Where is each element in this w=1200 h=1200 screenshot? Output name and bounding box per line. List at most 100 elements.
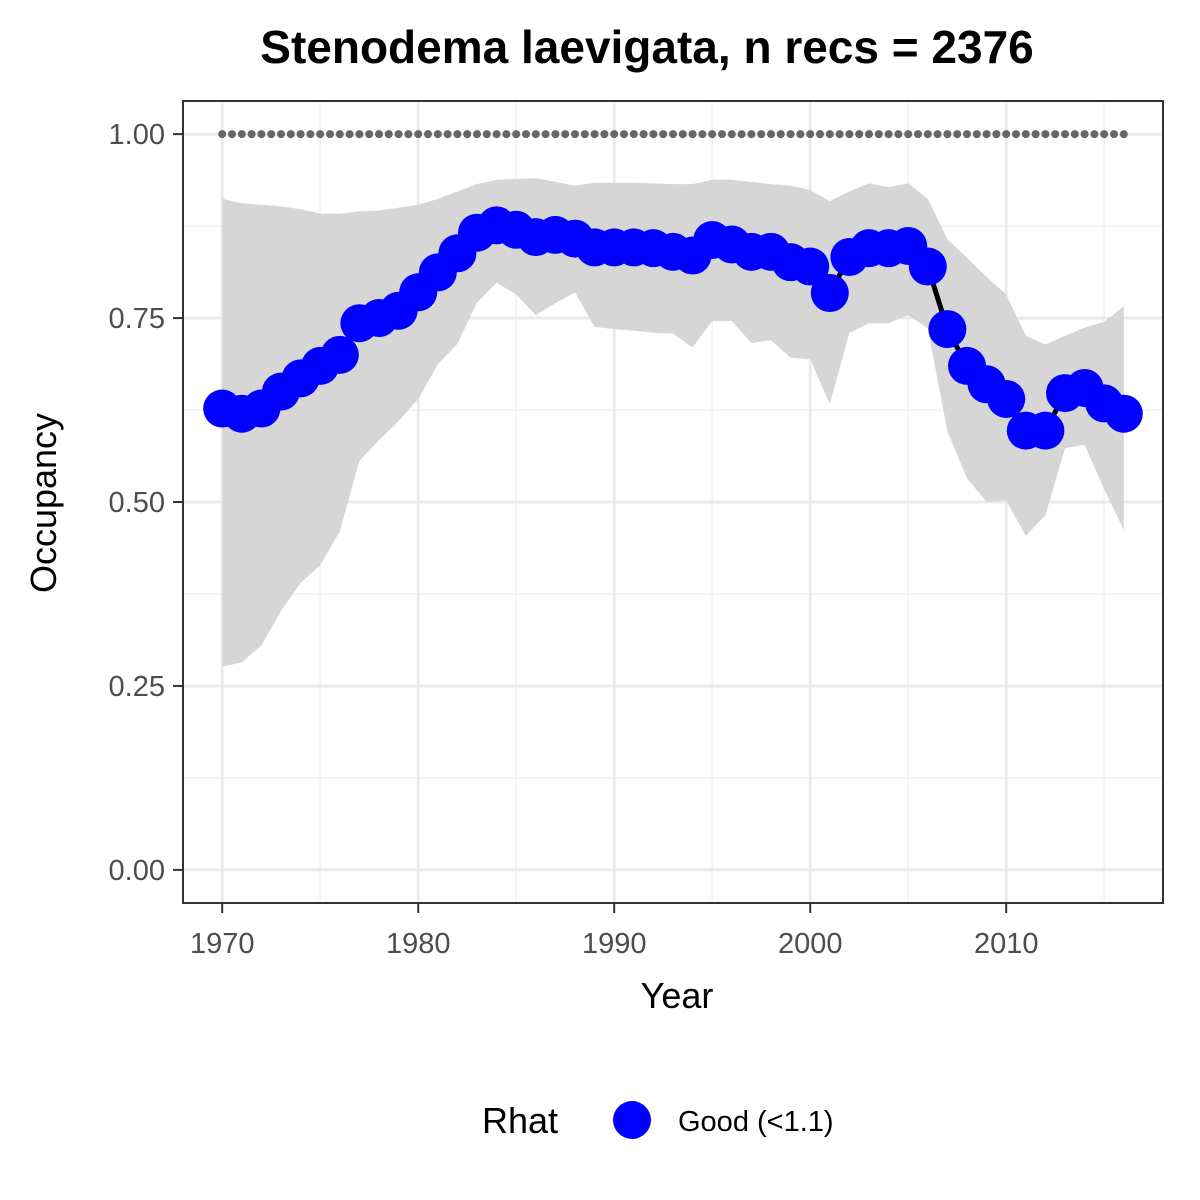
reference-dot xyxy=(698,130,707,139)
reference-dot xyxy=(1070,130,1079,139)
x-tick-label: 1980 xyxy=(386,928,451,960)
reference-dot xyxy=(590,130,599,139)
x-axis: 1970 1980 1990 2000 2010 xyxy=(190,903,1038,960)
reference-dot xyxy=(737,130,746,139)
reference-dot xyxy=(1002,130,1011,139)
reference-line xyxy=(218,130,1128,139)
chart-title: Stenodema laevigata, n recs = 2376 xyxy=(260,21,1033,73)
x-tick-label: 1990 xyxy=(582,928,647,960)
reference-dot xyxy=(1119,130,1128,139)
y-axis-title: Occupancy xyxy=(23,413,64,593)
reference-dot xyxy=(286,130,295,139)
reference-dot xyxy=(463,130,472,139)
reference-dot xyxy=(326,130,334,139)
reference-dot xyxy=(1061,130,1069,139)
reference-dot xyxy=(1110,130,1118,139)
reference-dot xyxy=(600,130,609,139)
reference-dot xyxy=(894,130,903,139)
reference-dot xyxy=(688,130,697,139)
reference-dot xyxy=(492,130,501,139)
reference-dot xyxy=(531,130,540,139)
y-tick-label: 0.00 xyxy=(109,855,165,887)
reference-dot xyxy=(708,130,717,139)
reference-dot xyxy=(776,130,785,139)
reference-dot xyxy=(375,130,383,139)
reference-dot xyxy=(629,130,638,139)
reference-dot xyxy=(218,130,227,139)
reference-dot xyxy=(345,130,354,139)
y-tick-label: 0.50 xyxy=(109,487,165,519)
reference-dot xyxy=(453,130,462,139)
reference-dot xyxy=(620,130,628,139)
reference-dot xyxy=(502,130,511,139)
reference-dot xyxy=(914,130,922,139)
reference-dot xyxy=(747,130,756,139)
reference-dot xyxy=(316,130,325,139)
reference-dot xyxy=(972,130,981,139)
reference-dot xyxy=(571,130,579,139)
reference-dot xyxy=(1031,130,1040,139)
reference-dot xyxy=(845,130,854,139)
reference-dot xyxy=(267,130,276,139)
y-axis: 0.00 0.25 0.50 0.75 1.00 xyxy=(109,119,183,887)
reference-dot xyxy=(669,130,677,139)
reference-dot xyxy=(296,130,305,139)
reference-dot xyxy=(678,130,687,139)
reference-dot xyxy=(923,130,932,139)
data-point xyxy=(928,310,967,349)
reference-dot xyxy=(786,130,795,139)
reference-dot xyxy=(306,130,315,139)
x-tick-label: 2000 xyxy=(778,928,843,960)
reference-dot xyxy=(1100,130,1109,139)
y-tick-label: 0.75 xyxy=(109,303,165,335)
reference-dot xyxy=(365,130,374,139)
data-point xyxy=(908,247,947,286)
data-point xyxy=(1104,394,1143,433)
reference-dot xyxy=(482,130,491,139)
reference-dot xyxy=(874,130,883,139)
y-tick-label: 1.00 xyxy=(109,119,165,151)
reference-dot xyxy=(659,130,668,139)
reference-dot xyxy=(1080,130,1089,139)
reference-dot xyxy=(639,130,648,139)
reference-dot xyxy=(512,130,521,139)
legend: Rhat Good (<1.1) xyxy=(482,1100,834,1141)
x-tick-label: 1970 xyxy=(190,928,255,960)
legend-title: Rhat xyxy=(482,1100,558,1141)
data-point xyxy=(810,274,849,313)
reference-dot xyxy=(943,130,952,139)
reference-dot xyxy=(718,130,726,139)
reference-dot xyxy=(1090,130,1099,139)
reference-dot xyxy=(1012,130,1020,139)
plot-panel xyxy=(182,100,1164,904)
reference-dot xyxy=(443,130,452,139)
reference-dot xyxy=(796,130,805,139)
reference-dot xyxy=(355,130,364,139)
reference-dot xyxy=(404,130,413,139)
reference-dot xyxy=(257,130,266,139)
reference-dot xyxy=(473,130,481,139)
reference-dot xyxy=(649,130,658,139)
legend-key-good xyxy=(613,1101,651,1139)
confidence-ribbon xyxy=(222,178,1124,667)
reference-dot xyxy=(522,130,530,139)
reference-dot xyxy=(247,130,256,139)
reference-dot xyxy=(277,130,285,139)
data-point xyxy=(791,247,830,286)
reference-dot xyxy=(414,130,423,139)
reference-dot xyxy=(855,130,864,139)
reference-dot xyxy=(933,130,942,139)
data-point xyxy=(1026,411,1065,450)
reference-dot xyxy=(335,130,344,139)
reference-dot xyxy=(1051,130,1060,139)
data-point xyxy=(320,335,359,374)
reference-dot xyxy=(884,130,893,139)
reference-dot xyxy=(825,130,834,139)
reference-dot xyxy=(865,130,873,139)
reference-dot xyxy=(816,130,824,139)
reference-dot xyxy=(992,130,1001,139)
reference-dot xyxy=(580,130,589,139)
reference-dot xyxy=(228,130,236,139)
reference-dot xyxy=(767,130,775,139)
